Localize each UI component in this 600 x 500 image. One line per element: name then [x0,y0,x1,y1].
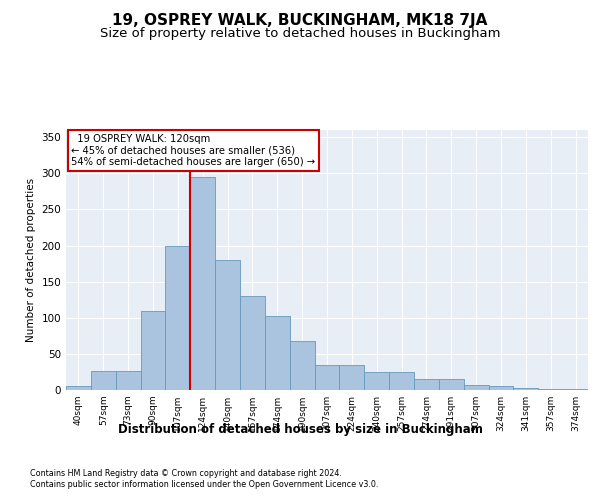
Text: Distribution of detached houses by size in Buckingham: Distribution of detached houses by size … [118,422,482,436]
Bar [190,177,215,390]
Bar [166,246,190,390]
Bar [314,364,340,390]
Text: 19, OSPREY WALK, BUCKINGHAM, MK18 7JA: 19, OSPREY WALK, BUCKINGHAM, MK18 7JA [112,12,488,28]
Y-axis label: Number of detached properties: Number of detached properties [26,178,36,342]
Bar [464,385,488,390]
Bar [488,386,514,390]
Text: Contains public sector information licensed under the Open Government Licence v3: Contains public sector information licen… [30,480,379,489]
Bar [66,386,91,390]
Bar [140,310,166,390]
Bar [514,388,538,390]
Bar [389,372,414,390]
Text: Contains HM Land Registry data © Crown copyright and database right 2024.: Contains HM Land Registry data © Crown c… [30,468,342,477]
Bar [364,372,389,390]
Bar [563,388,588,390]
Bar [240,296,265,390]
Text: Size of property relative to detached houses in Buckingham: Size of property relative to detached ho… [100,28,500,40]
Bar [265,316,290,390]
Bar [290,341,314,390]
Bar [439,379,464,390]
Bar [116,370,140,390]
Bar [414,379,439,390]
Bar [215,260,240,390]
Bar [91,370,116,390]
Bar [340,364,364,390]
Text: 19 OSPREY WALK: 120sqm
← 45% of detached houses are smaller (536)
54% of semi-de: 19 OSPREY WALK: 120sqm ← 45% of detached… [71,134,316,167]
